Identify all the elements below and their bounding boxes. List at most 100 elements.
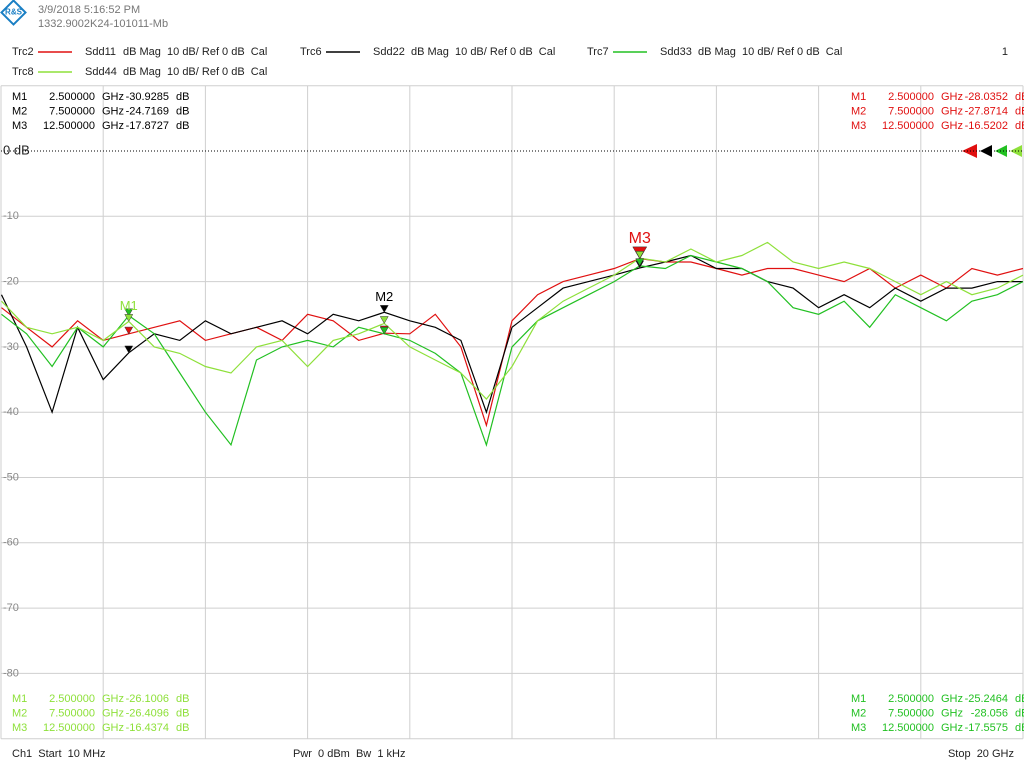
svg-text:R&S: R&S bbox=[5, 8, 23, 17]
marker-freq: 7.500000 bbox=[49, 707, 95, 719]
y-tick-label: 0 dB bbox=[3, 142, 30, 157]
marker-unit: dB bbox=[1015, 120, 1024, 132]
marker-freq-unit: GHz bbox=[102, 707, 124, 719]
marker-name: M3 bbox=[851, 722, 866, 734]
trace-line bbox=[1, 254, 1024, 447]
marker-freq: 2.500000 bbox=[888, 91, 934, 103]
marker-triangle bbox=[379, 316, 389, 324]
marker-unit: dB bbox=[1015, 707, 1024, 719]
marker-triangle bbox=[124, 308, 134, 317]
legend-name: Sdd22 bbox=[373, 46, 405, 58]
y-tick-label: -60 bbox=[3, 537, 19, 549]
y-tick-label: -20 bbox=[3, 276, 19, 288]
legend-name: Sdd44 bbox=[85, 66, 117, 78]
marker-name: M2 bbox=[12, 105, 27, 117]
y-tick-label: -80 bbox=[3, 667, 19, 679]
marker-freq: 7.500000 bbox=[888, 105, 934, 117]
marker-triangle bbox=[379, 305, 389, 313]
marker-triangle bbox=[635, 251, 645, 259]
y-tick-label: -50 bbox=[3, 471, 19, 483]
y-tick-label: -40 bbox=[3, 406, 19, 418]
footer-stop: Stop 20 GHz bbox=[948, 748, 1014, 760]
trace-line bbox=[1, 258, 1024, 428]
marker-name: M2 bbox=[851, 707, 866, 719]
legend-info: dB Mag 10 dB/ Ref 0 dB Cal bbox=[411, 46, 555, 58]
marker-value: -27.8714 bbox=[965, 105, 1008, 117]
marker-value: -28.0352 bbox=[965, 91, 1008, 103]
marker-freq-unit: GHz bbox=[941, 693, 963, 705]
marker-freq: 7.500000 bbox=[49, 105, 95, 117]
marker-freq-unit: GHz bbox=[102, 722, 124, 734]
marker-freq: 12.500000 bbox=[882, 120, 934, 132]
legend-trace: Trc6 bbox=[300, 46, 322, 58]
marker-freq: 2.500000 bbox=[49, 693, 95, 705]
marker-freq-unit: GHz bbox=[102, 91, 124, 103]
marker-freq-unit: GHz bbox=[941, 105, 963, 117]
legend-trace: Trc8 bbox=[12, 66, 34, 78]
marker-unit: dB bbox=[1015, 91, 1024, 103]
marker-label: M1 bbox=[120, 298, 138, 313]
marker-freq: 2.500000 bbox=[49, 91, 95, 103]
marker-triangle bbox=[124, 345, 134, 354]
marker-label: M3 bbox=[629, 230, 651, 247]
marker-value: -25.2464 bbox=[965, 693, 1008, 705]
marker-name: M3 bbox=[851, 120, 866, 132]
y-tick-label: -10 bbox=[3, 210, 19, 222]
legend-info: dB Mag 10 dB/ Ref 0 dB Cal bbox=[123, 46, 267, 58]
marker-unit: dB bbox=[176, 707, 189, 719]
y-tick-label: -70 bbox=[3, 602, 19, 614]
legend-trace: Trc7 bbox=[587, 46, 609, 58]
legend-info: dB Mag 10 dB/ Ref 0 dB Cal bbox=[123, 66, 267, 78]
traces bbox=[0, 241, 1024, 447]
marker-value: -17.5575 bbox=[965, 722, 1008, 734]
marker-value: -30.9285 bbox=[126, 91, 169, 103]
legend-info: dB Mag 10 dB/ Ref 0 dB Cal bbox=[698, 46, 842, 58]
marker-freq-unit: GHz bbox=[102, 105, 124, 117]
marker-unit: dB bbox=[1015, 693, 1024, 705]
marker-value: -16.4374 bbox=[126, 722, 169, 734]
legend-name: Sdd33 bbox=[660, 46, 692, 58]
marker-unit: dB bbox=[176, 120, 189, 132]
marker-name: M1 bbox=[851, 91, 866, 103]
marker-freq: 7.500000 bbox=[888, 707, 934, 719]
legend-name: Sdd11 bbox=[85, 46, 116, 58]
footer-power: Pwr 0 dBm Bw 1 kHz bbox=[293, 748, 405, 760]
channel-number: 1 bbox=[1002, 46, 1008, 58]
marker-freq: 2.500000 bbox=[888, 693, 934, 705]
marker-name: M2 bbox=[851, 105, 866, 117]
marker-label: M2 bbox=[375, 289, 393, 304]
marker-unit: dB bbox=[176, 105, 189, 117]
device-id: 1332.9002K24-101011-Mb bbox=[38, 18, 168, 30]
timestamp: 3/9/2018 5:16:52 PM bbox=[38, 4, 140, 16]
marker-freq-unit: GHz bbox=[941, 707, 963, 719]
trace-line bbox=[0, 254, 1023, 415]
marker-name: M2 bbox=[12, 707, 27, 719]
marker-value: -28.056 bbox=[971, 707, 1008, 719]
marker-freq-unit: GHz bbox=[941, 722, 963, 734]
marker-name: M3 bbox=[12, 722, 27, 734]
marker-value: -24.7169 bbox=[126, 105, 169, 117]
marker-freq-unit: GHz bbox=[941, 120, 963, 132]
trace-line bbox=[1, 241, 1024, 401]
marker-name: M1 bbox=[12, 91, 27, 103]
marker-freq-unit: GHz bbox=[102, 120, 124, 132]
marker-triangle bbox=[124, 326, 134, 335]
marker-value: -16.5202 bbox=[965, 120, 1008, 132]
legend-trace: Trc2 bbox=[12, 46, 34, 58]
marker-value: -26.1006 bbox=[126, 693, 169, 705]
marker-freq: 12.500000 bbox=[43, 120, 95, 132]
marker-freq: 12.500000 bbox=[43, 722, 95, 734]
marker-name: M3 bbox=[12, 120, 27, 132]
y-tick-label: -30 bbox=[3, 341, 19, 353]
marker-triangle bbox=[379, 326, 389, 335]
marker-unit: dB bbox=[176, 722, 189, 734]
logo: R&S bbox=[0, 0, 27, 26]
marker-value: -26.4096 bbox=[126, 707, 169, 719]
marker-freq-unit: GHz bbox=[102, 693, 124, 705]
marker-freq-unit: GHz bbox=[941, 91, 963, 103]
marker-unit: dB bbox=[176, 693, 189, 705]
marker-triangle bbox=[124, 314, 134, 322]
marker-name: M1 bbox=[851, 693, 866, 705]
marker-unit: dB bbox=[1015, 722, 1024, 734]
